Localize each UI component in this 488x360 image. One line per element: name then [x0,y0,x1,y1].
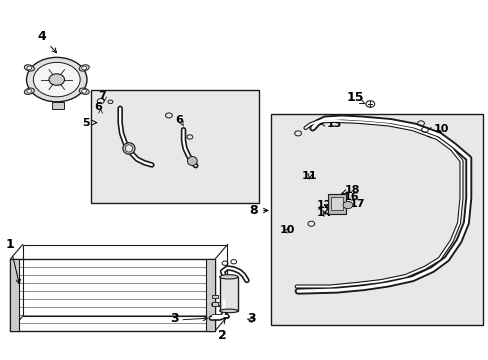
Ellipse shape [79,88,89,94]
Ellipse shape [79,65,89,71]
Text: 6: 6 [175,114,183,125]
Text: 10: 10 [279,225,294,235]
Text: 5: 5 [82,118,97,128]
Circle shape [81,66,86,70]
Circle shape [33,62,80,97]
Text: 2: 2 [217,301,229,342]
Bar [219,277,238,311]
Text: 11: 11 [302,171,317,181]
Text: 18: 18 [341,185,360,195]
Text: 12: 12 [317,200,332,210]
Ellipse shape [122,143,135,154]
Text: 7: 7 [98,91,106,101]
Bar [212,295,218,298]
Bar [328,194,345,214]
Circle shape [27,66,32,70]
Ellipse shape [219,309,238,313]
Bar [212,302,218,306]
Text: 1: 1 [5,238,20,284]
Text: 3: 3 [246,312,255,325]
Ellipse shape [125,145,132,152]
Text: 4: 4 [37,30,57,53]
Bar [206,259,215,330]
Circle shape [26,57,87,102]
Bar [52,102,64,109]
Text: 17: 17 [345,199,364,210]
Bar [330,197,342,211]
Bar [10,259,19,330]
Text: 15: 15 [346,91,364,104]
Circle shape [49,74,64,85]
Circle shape [81,89,86,93]
Ellipse shape [219,275,238,279]
Text: 13: 13 [320,120,341,129]
Circle shape [27,89,32,93]
Text: 16: 16 [340,192,358,202]
Bar [271,114,483,325]
Text: 6: 6 [94,102,102,112]
Ellipse shape [187,157,197,166]
Text: 9: 9 [427,130,442,140]
Text: 3: 3 [170,312,179,325]
Text: 8: 8 [249,204,267,217]
Ellipse shape [24,88,34,94]
Ellipse shape [24,65,34,71]
Bar [91,90,259,203]
Text: 14: 14 [316,208,332,218]
Text: 10: 10 [426,124,448,134]
Circle shape [342,202,352,209]
